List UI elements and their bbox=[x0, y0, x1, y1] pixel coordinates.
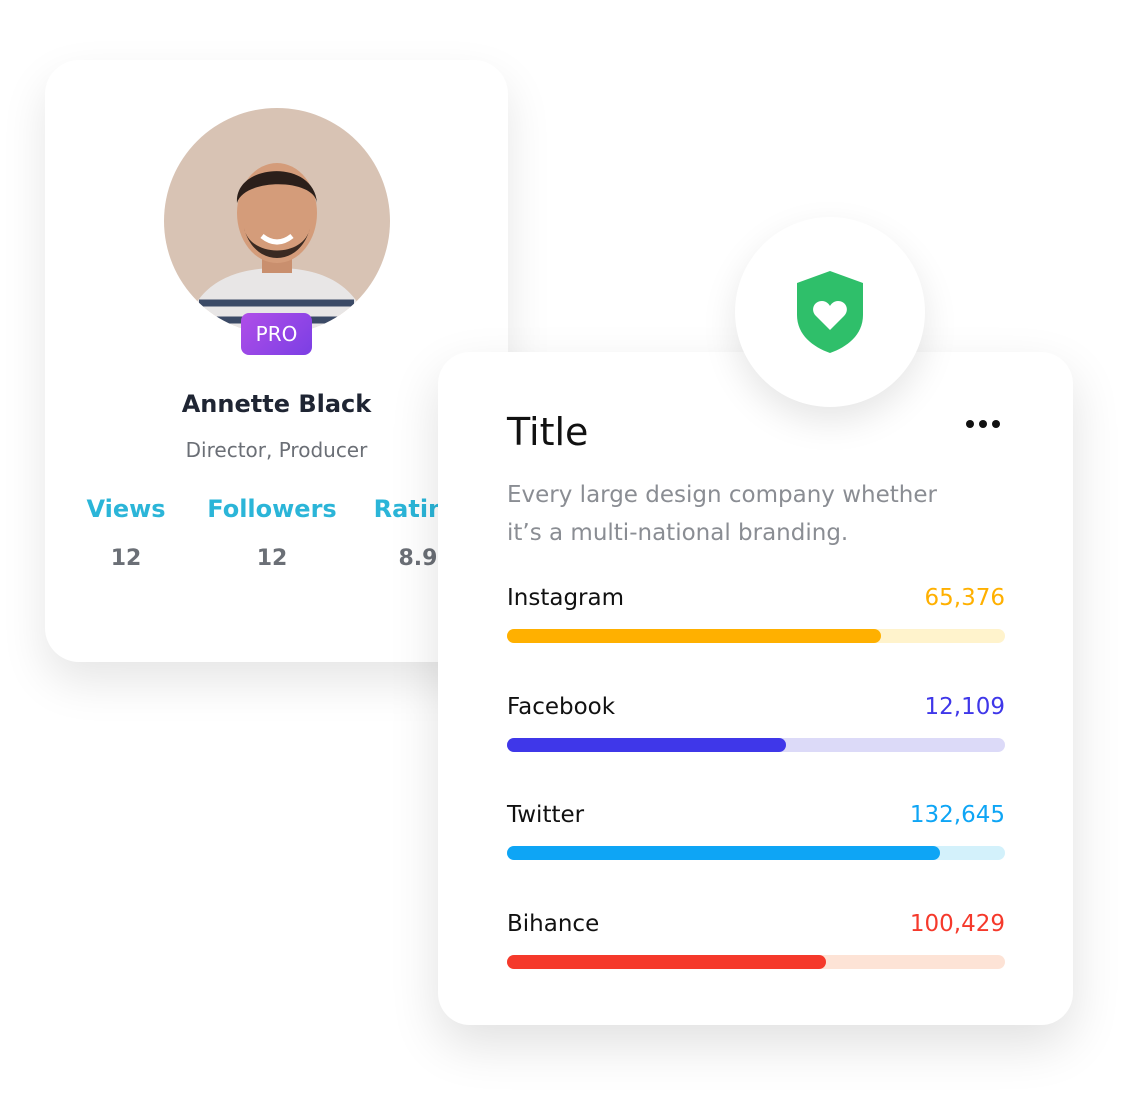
profile-role: Director, Producer bbox=[185, 438, 368, 462]
avatar-image bbox=[164, 108, 390, 334]
progress-track bbox=[507, 629, 1005, 643]
shield-badge bbox=[735, 217, 925, 407]
platform-count: 100,429 bbox=[909, 910, 1005, 937]
stat-value: 8.9 bbox=[398, 546, 438, 571]
platform-count: 132,645 bbox=[909, 802, 1005, 828]
progress-track bbox=[507, 954, 1005, 969]
platform-label: Facebook bbox=[507, 693, 616, 720]
progress-track bbox=[507, 846, 1005, 860]
pro-badge: PRO bbox=[241, 313, 312, 355]
platform-label: Bihance bbox=[507, 910, 600, 937]
avatar bbox=[164, 108, 390, 334]
stat-label: Views bbox=[86, 495, 166, 523]
platform-label: Twitter bbox=[507, 802, 585, 828]
stats-card: Title Every large design company whether… bbox=[438, 352, 1073, 1025]
profile-card: PRO Annette Black Director, Producer Vie… bbox=[45, 60, 508, 662]
shield-icon bbox=[797, 271, 863, 353]
platform-count: 65,376 bbox=[924, 585, 1005, 611]
platform-count: 12,109 bbox=[924, 693, 1005, 720]
stat-value: 12 bbox=[256, 546, 288, 571]
stat-value: 12 bbox=[110, 546, 142, 571]
progress-fill bbox=[507, 629, 881, 643]
stat-label: Followers bbox=[207, 495, 337, 523]
progress-fill bbox=[507, 954, 826, 969]
progress-track bbox=[507, 737, 1005, 752]
card-description: Every large design company whether it’s … bbox=[507, 482, 937, 546]
profile-name: Annette Black bbox=[181, 390, 372, 418]
platform-label: Instagram bbox=[507, 585, 625, 611]
progress-fill bbox=[507, 737, 786, 752]
card-title: Title bbox=[507, 410, 589, 454]
progress-fill bbox=[507, 846, 941, 860]
more-menu[interactable] bbox=[964, 414, 1004, 434]
